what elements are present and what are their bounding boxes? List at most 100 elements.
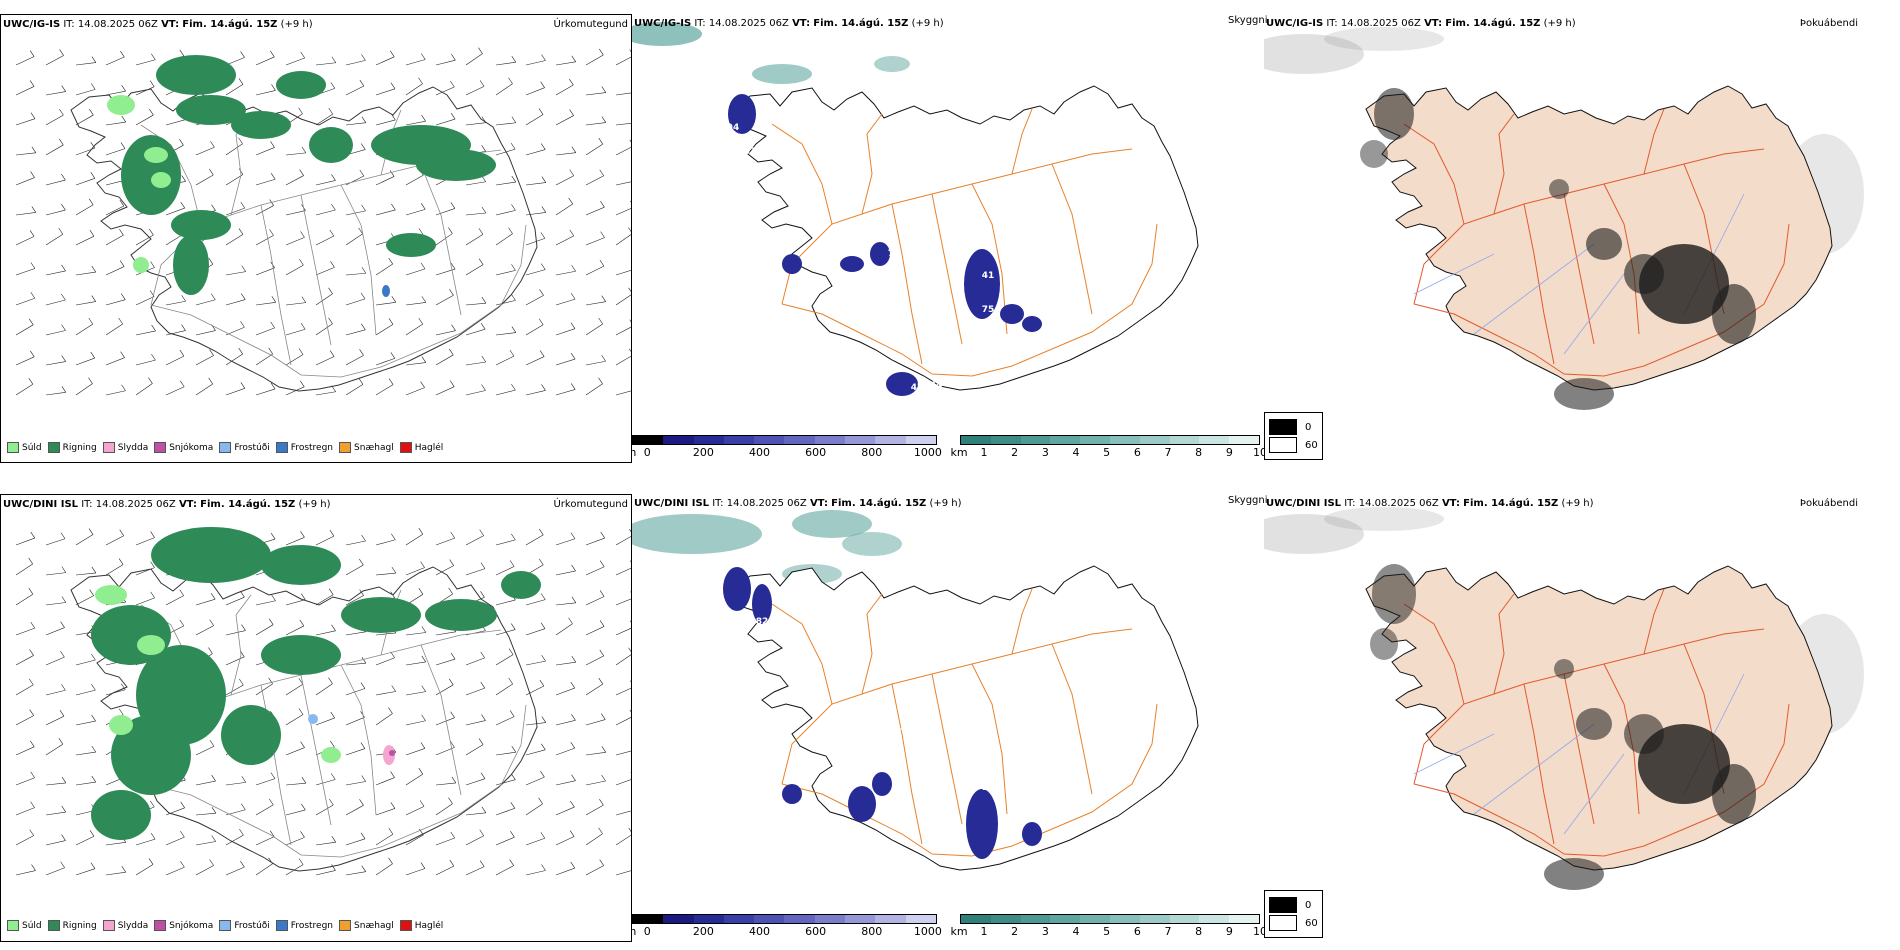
wind-barb <box>15 563 33 576</box>
wind-barb <box>555 175 574 186</box>
wind-barb-flag <box>450 112 456 120</box>
legend-item: Frostregn <box>275 442 333 453</box>
rain-area <box>171 210 231 240</box>
wind-barb <box>315 235 334 246</box>
colorbar-swatch <box>1169 915 1200 923</box>
legend-label: Súld <box>22 442 42 453</box>
wind-barb <box>465 390 486 396</box>
wind-barb-flag <box>361 534 366 542</box>
wind-barb-flag <box>329 798 334 806</box>
wind-barb <box>345 805 364 816</box>
legend-swatch <box>399 442 412 453</box>
wind-barb <box>105 121 126 126</box>
elevation-label: 41 <box>982 271 995 281</box>
wind-barbs <box>15 47 631 396</box>
wind-barb <box>285 386 305 396</box>
wind-barb-flag <box>61 264 66 272</box>
wind-barb <box>375 324 394 336</box>
rain-area <box>231 111 291 139</box>
wind-barb <box>15 118 36 126</box>
road-line <box>1403 603 1465 705</box>
wind-barb <box>585 537 605 546</box>
wind-barb-flag <box>301 146 307 154</box>
wind-barb-flag <box>181 295 186 302</box>
wind-barb-flag <box>330 711 335 719</box>
elevation-label: 53 <box>876 741 889 751</box>
precip-panel-row1: UWC/IG-IS IT: 14.08.2025 06Z VT: Fim. 14… <box>0 14 632 463</box>
colorbar-tick-label: 4 <box>1072 925 1080 938</box>
wind-barb <box>405 209 426 216</box>
wind-barb-flag <box>270 382 276 390</box>
colorbar-tick-label: 1 <box>980 446 988 459</box>
elevation-label: 85 <box>746 167 759 177</box>
wind-barb <box>585 206 605 216</box>
wind-barb-flag <box>420 742 426 749</box>
wind-barb <box>255 267 275 276</box>
wind-barb <box>45 867 65 876</box>
colorbar-tick-label: 2 <box>1011 446 1019 459</box>
wind-barb <box>405 773 423 786</box>
wind-barb <box>525 534 544 546</box>
wind-barb <box>165 836 185 846</box>
wind-barb <box>585 175 604 186</box>
road-line <box>891 203 923 365</box>
wind-barb <box>255 388 276 396</box>
wind-barb-flag <box>479 829 484 836</box>
low-visibility-area <box>752 64 812 84</box>
wind-barb-flag <box>240 321 245 328</box>
wind-barb-flag <box>181 324 186 331</box>
wind-barb <box>615 750 631 756</box>
wind-barb-flag <box>598 827 603 834</box>
fog-shade <box>1372 564 1416 624</box>
high-terrain-area <box>782 254 802 274</box>
road-line <box>1413 148 1765 305</box>
wind-barb <box>615 536 631 546</box>
wind-barb <box>315 180 336 186</box>
wind-barb <box>555 836 575 846</box>
wind-barb <box>495 122 516 126</box>
wind-barb <box>435 717 455 726</box>
high-terrain-area <box>964 249 1000 319</box>
wind-barb-flag <box>29 829 34 836</box>
wind-barb <box>525 776 545 786</box>
wind-barb <box>45 114 64 126</box>
wind-barb <box>555 538 576 546</box>
wind-barb-flag <box>149 228 154 236</box>
wind-barb <box>525 599 546 606</box>
colorbar-swatch <box>784 915 815 923</box>
wind-barb <box>345 384 364 396</box>
wind-barb <box>225 834 244 846</box>
wind-barb <box>45 299 66 306</box>
wind-barb <box>315 209 336 216</box>
fog-legend-item: 0 <box>1269 419 1318 435</box>
wind-barb-flag <box>418 317 424 325</box>
wind-barb-flag <box>329 529 335 537</box>
wind-barb <box>435 118 456 126</box>
wind-barb-flag <box>360 682 366 689</box>
wind-barb <box>585 54 604 66</box>
wind-barb <box>615 598 631 606</box>
wind-barb-flag <box>479 529 484 536</box>
wind-barb-flag <box>598 317 603 325</box>
wind-barb <box>405 533 423 546</box>
wind-barb-flag <box>271 84 276 91</box>
precip-tag-row2: Úrkomutegund <box>553 499 628 510</box>
low-visibility-area <box>874 56 910 72</box>
wind-barb-flag <box>179 349 185 357</box>
wind-barb <box>495 599 516 606</box>
wind-barb-flag <box>601 116 607 123</box>
legend-swatch <box>47 920 60 931</box>
wind-barb-flag <box>238 168 244 175</box>
wind-barb <box>315 323 333 336</box>
fog-legend-item: 0 <box>1269 897 1318 913</box>
wind-barb <box>75 868 96 876</box>
wind-barb-flag <box>300 51 305 59</box>
wind-barb <box>225 684 244 696</box>
wind-barb-flag <box>601 746 607 753</box>
wind-barb-flag <box>298 858 304 865</box>
wind-barb <box>45 602 66 606</box>
wind-barb-flag <box>570 322 576 329</box>
wind-barb <box>585 833 603 846</box>
wind-barb <box>15 56 35 66</box>
road-line <box>931 673 963 825</box>
